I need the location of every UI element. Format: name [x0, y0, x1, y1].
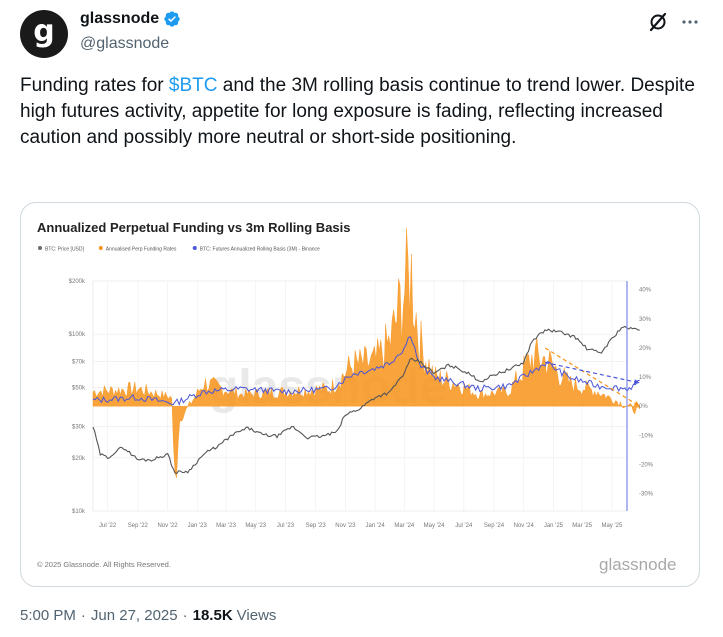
tweet-media-chart[interactable]: Annualized Perpetual Funding vs 3m Rolli…	[20, 202, 700, 587]
glassnode-logo: glassnode	[599, 555, 677, 574]
display-name[interactable]: glassnode	[80, 10, 160, 27]
x-tick-10: Mar '24	[394, 523, 414, 529]
trend-arrow-1	[545, 361, 640, 384]
y-left-tick-1: $100k	[69, 332, 86, 338]
y-left-tick-4: $30k	[72, 425, 86, 431]
legend-label-0: BTC: Price [USD]	[45, 247, 85, 253]
tweet-text: Funding rates for $BTC and the 3M rollin…	[20, 75, 695, 148]
copyright-text: © 2025 Glassnode. All Rights Reserved.	[37, 560, 171, 569]
y-right-tick-7: -30%	[639, 492, 654, 498]
y-left-tick-5: $20k	[72, 456, 86, 462]
x-tick-11: May '24	[424, 523, 445, 529]
chart-axes: $200k $100k $70k $50k $30k $20k $10k 40% 30% 20% 1…	[69, 279, 654, 529]
grok-icon[interactable]	[648, 12, 668, 32]
x-tick-5: May '23	[245, 523, 266, 529]
views-count: 18.5K	[192, 607, 233, 624]
y-left-tick-2: $70k	[72, 360, 86, 366]
trend-annotations	[544, 347, 640, 407]
basis-series	[92, 336, 640, 406]
avatar[interactable]: g	[20, 10, 68, 58]
chart-title: Annualized Perpetual Funding vs 3m Rolli…	[37, 220, 351, 235]
x-tick-2: Nov '22	[157, 523, 178, 529]
chart: Annualized Perpetual Funding vs 3m Rolli…	[37, 220, 677, 574]
more-icon[interactable]	[680, 12, 700, 32]
x-tick-17: May '25	[601, 523, 622, 529]
y-left-tick-0: $200k	[69, 279, 86, 285]
x-tick-0: Jul '22	[99, 523, 117, 529]
x-tick-13: Sep '24	[484, 523, 505, 529]
y-right-tick-1: 30%	[639, 317, 652, 323]
x-tick-6: Jul '23	[277, 523, 295, 529]
y-right-tick-3: 10%	[639, 375, 652, 381]
legend-swatch-0	[38, 246, 42, 250]
legend-label-1: Annualised Perp Funding Rates	[106, 247, 177, 253]
x-tick-16: Mar '25	[572, 523, 592, 529]
legend-swatch-2	[192, 246, 197, 250]
price-series	[92, 325, 640, 475]
author-name-row: glassnode	[80, 10, 181, 28]
views-label: Views	[236, 607, 277, 624]
funding-area	[92, 228, 640, 478]
x-tick-7: Sep '23	[306, 523, 327, 529]
funding-series	[92, 228, 640, 478]
y-right-tick-2: 20%	[639, 346, 652, 352]
tweet-footer: 5:00 PM · Jun 27, 2025 · 18.5K Views	[20, 607, 277, 624]
x-tick-4: Mar '23	[216, 523, 236, 529]
x-tick-8: Nov '23	[335, 523, 356, 529]
basis-line	[92, 336, 640, 406]
cashtag-link[interactable]: $BTC	[168, 75, 218, 96]
x-tick-12: Jul '24	[455, 523, 473, 529]
handle[interactable]: @glassnode	[80, 35, 170, 52]
x-tick-14: Nov '24	[514, 523, 535, 529]
trend-arrowhead-0	[633, 401, 640, 407]
tweet-date[interactable]: Jun 27, 2025	[90, 607, 178, 624]
chart-legend: BTC: Price [USD] Annualised Perp Funding …	[38, 246, 320, 253]
y-right-tick-5: -10%	[639, 433, 654, 439]
x-tick-1: Sep '22	[128, 523, 149, 529]
x-tick-15: Jan '25	[544, 523, 564, 529]
y-left-tick-3: $50k	[72, 385, 86, 391]
x-tick-3: Jan '23	[188, 523, 208, 529]
legend-swatch-1	[98, 246, 103, 250]
y-left-tick-6: $10k	[72, 509, 86, 515]
y-right-tick-6: -20%	[639, 462, 654, 468]
verified-badge-icon	[164, 11, 180, 27]
price-line	[92, 325, 640, 475]
y-right-tick-0: 40%	[639, 288, 652, 294]
y-right-tick-4: 0%	[639, 404, 648, 410]
tweet-time[interactable]: 5:00 PM	[20, 607, 76, 624]
trend-arrow-0	[544, 347, 640, 407]
x-tick-9: Jan '24	[366, 523, 386, 529]
trend-arrowhead-1	[633, 379, 640, 385]
legend-label-2: BTC: Futures Annualized Rolling Basis (3…	[200, 247, 320, 253]
